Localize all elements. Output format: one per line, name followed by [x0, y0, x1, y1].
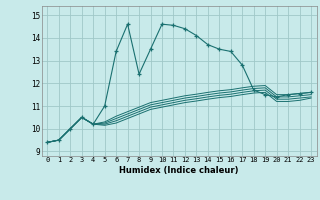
X-axis label: Humidex (Indice chaleur): Humidex (Indice chaleur): [119, 166, 239, 175]
